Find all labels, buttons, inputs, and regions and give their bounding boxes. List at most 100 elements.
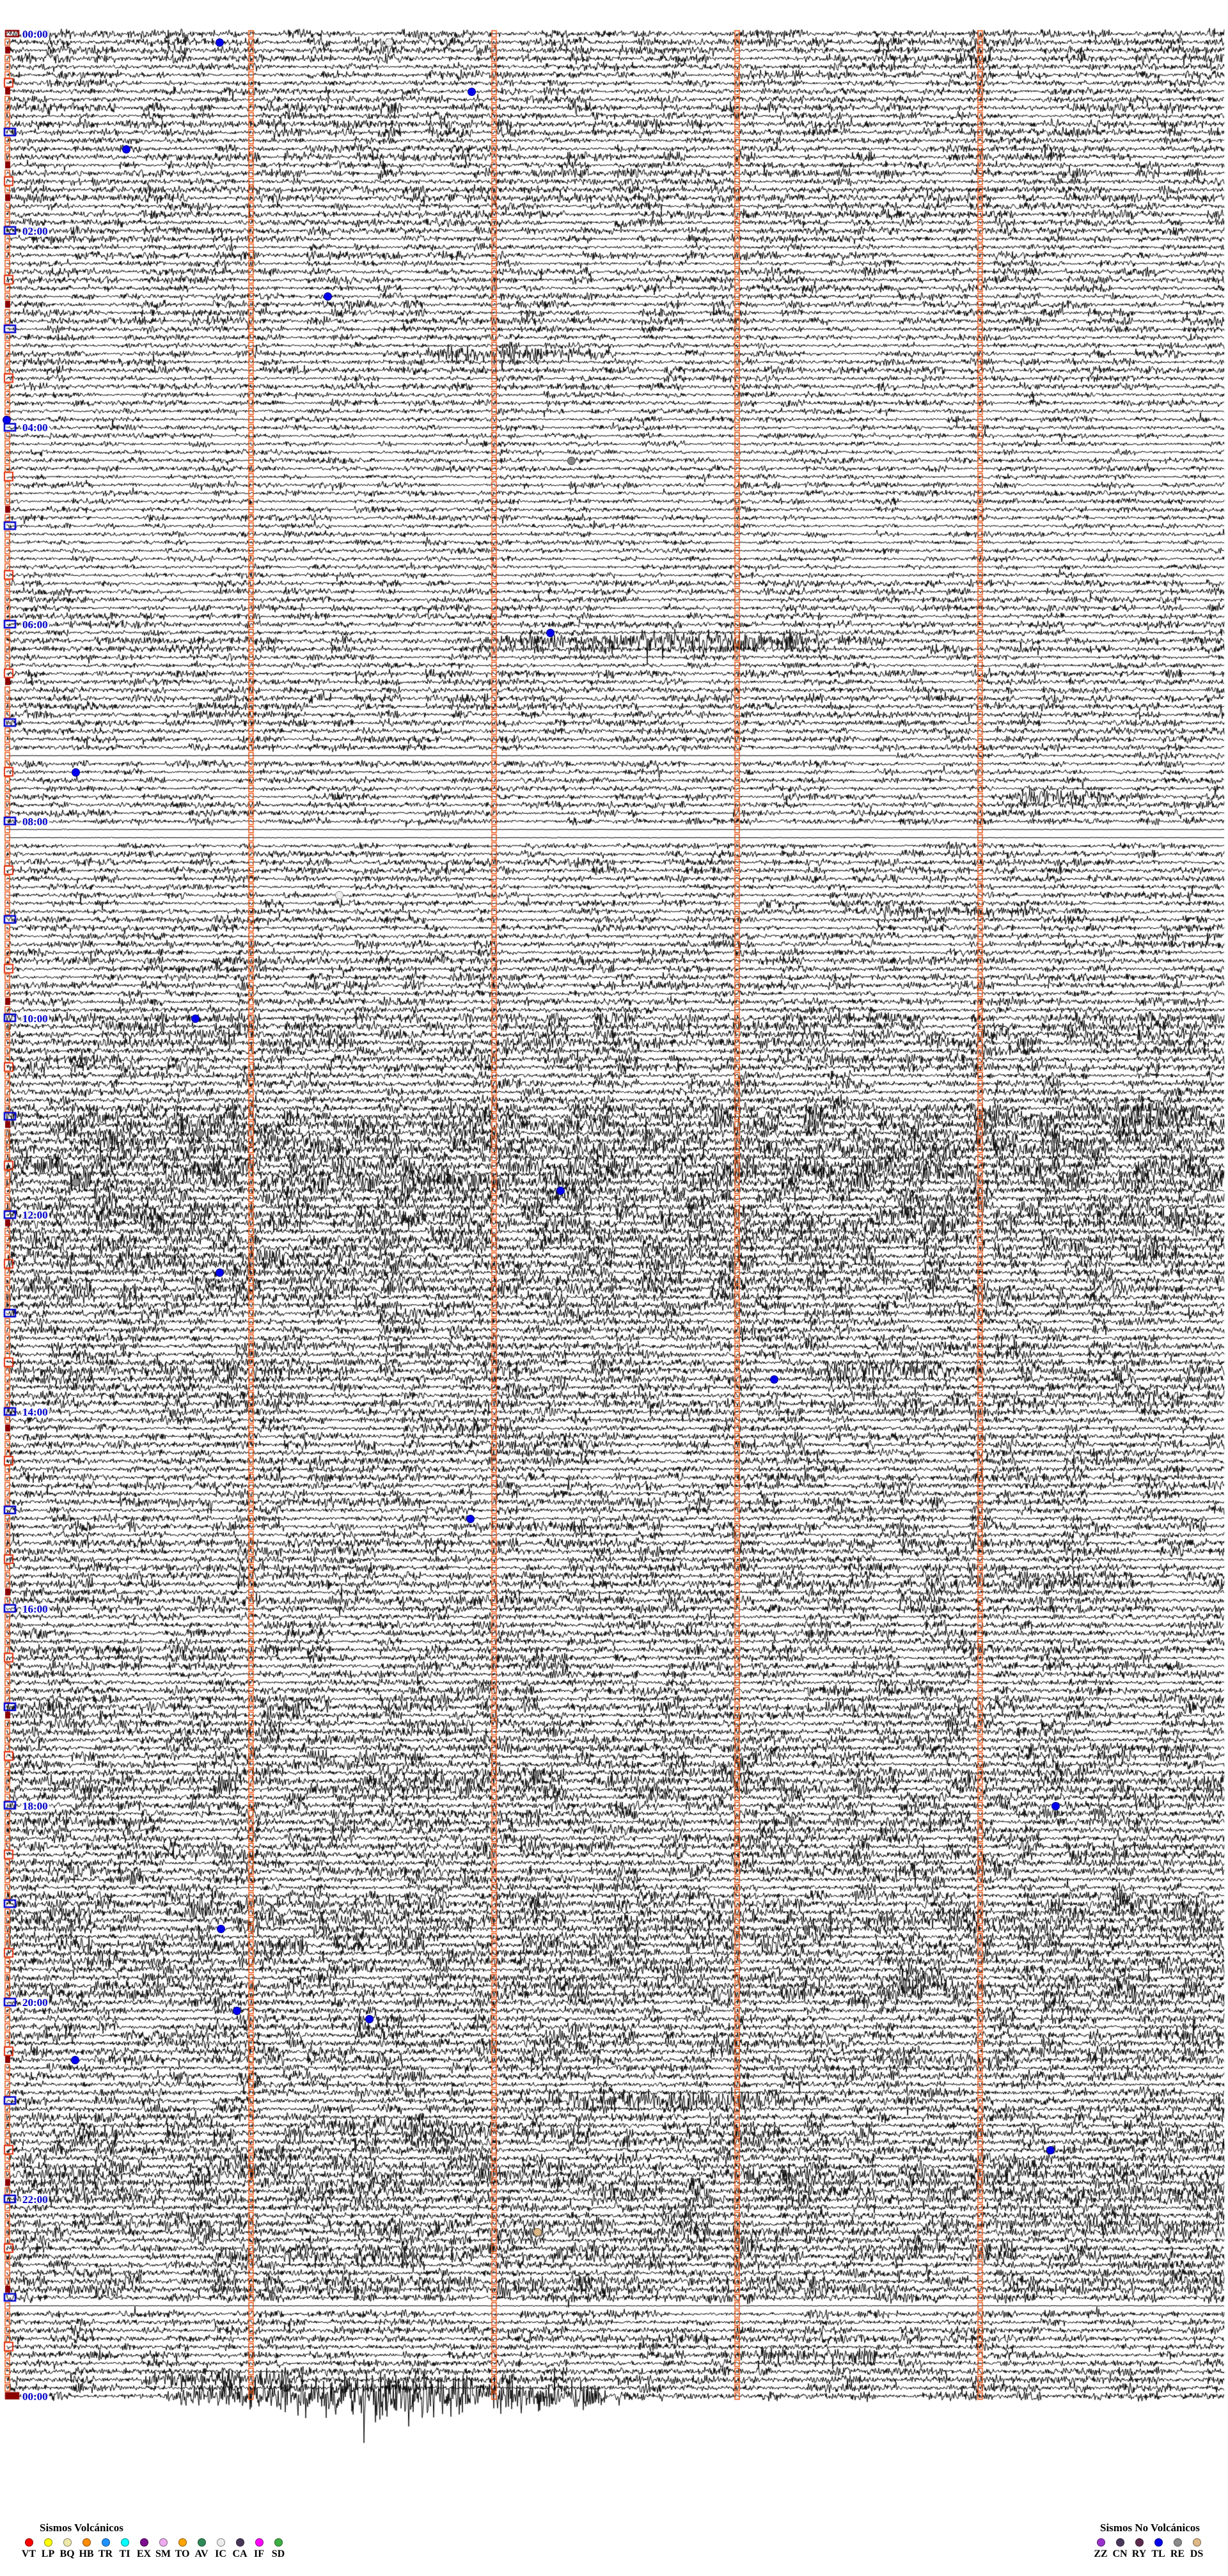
legend-dot-re: [1173, 2538, 1182, 2547]
event-marker-dot-tl[interactable]: [122, 145, 130, 154]
legend-dot-sd: [274, 2538, 283, 2547]
legend-item-ds: DS: [1187, 2538, 1206, 2560]
event-marker-dot-tl[interactable]: [556, 1186, 565, 1195]
hour-label: 18:00: [21, 1799, 49, 1812]
legend-dot-tl: [1154, 2538, 1163, 2547]
legend-code-ca: CA: [232, 2548, 248, 2559]
legend-item-cn: CN: [1110, 2538, 1130, 2560]
legend-dot-vt: [24, 2538, 33, 2547]
legend-code-av: AV: [194, 2548, 209, 2559]
legend-item-ti: TI: [115, 2538, 134, 2560]
legend-code-lp: LP: [41, 2548, 55, 2559]
legend-nonvolcanic: Sismos No Volcánicos ZZ CN RY TL RE DS: [1091, 2522, 1206, 2560]
legend-code-if: IF: [254, 2548, 264, 2559]
event-marker-dot-tl[interactable]: [3, 415, 11, 424]
legend-code-zz: ZZ: [1094, 2548, 1108, 2559]
hour-label: 20:00: [21, 1996, 49, 2009]
legend-item-to: TO: [173, 2538, 192, 2560]
legend-item-av: AV: [192, 2538, 211, 2560]
legend-item-lp: LP: [38, 2538, 58, 2560]
event-marker-dot-tl[interactable]: [1046, 2146, 1055, 2155]
event-marker-dot-tl[interactable]: [72, 768, 80, 777]
legend-dot-if: [255, 2538, 264, 2547]
event-marker-dot-re[interactable]: [567, 456, 576, 465]
event-marker-dot-tl[interactable]: [216, 1268, 224, 1277]
legend-item-ry: RY: [1130, 2538, 1149, 2560]
event-marker-dot-tl[interactable]: [365, 2014, 374, 2023]
event-marker-dot-tl[interactable]: [468, 87, 476, 96]
hour-label: 00:00: [21, 2390, 49, 2403]
event-marker-dot-re[interactable]: [196, 1129, 204, 1138]
event-marker-dot-tl[interactable]: [217, 1924, 225, 1933]
legend-dot-bq: [63, 2538, 72, 2547]
legend-item-hb: HB: [77, 2538, 96, 2560]
legend-code-ic: IC: [215, 2548, 226, 2559]
legend-code-re: RE: [1170, 2548, 1185, 2559]
legend-code-tl: TL: [1151, 2548, 1165, 2559]
legend-dot-sm: [159, 2538, 168, 2547]
legend-code-ry: RY: [1131, 2548, 1147, 2559]
legend-item-bq: BQ: [58, 2538, 77, 2560]
legend-nonvolcanic-title: Sismos No Volcánicos: [1100, 2522, 1200, 2534]
hour-label: 00:00: [21, 28, 49, 40]
event-marker-dot-tl[interactable]: [1051, 1801, 1060, 1810]
legend-code-ds: DS: [1190, 2548, 1204, 2559]
event-marker-dot-tl[interactable]: [770, 1375, 778, 1384]
event-marker-dot-tl[interactable]: [191, 1014, 200, 1023]
legend-item-tr: TR: [96, 2538, 115, 2560]
legend-item-vt: VT: [19, 2538, 38, 2560]
event-marker-dot-ds[interactable]: [533, 2228, 542, 2237]
legend-item-ic: IC: [211, 2538, 230, 2560]
legend-item-zz: ZZ: [1091, 2538, 1110, 2560]
event-marker-dot-tl[interactable]: [71, 2056, 79, 2065]
event-marker-dot-tl[interactable]: [324, 292, 332, 301]
event-marker-dot-ic[interactable]: [335, 891, 343, 900]
event-marker-dot-tl[interactable]: [216, 38, 224, 47]
legend-code-vt: VT: [21, 2548, 36, 2559]
legend-code-ex: EX: [136, 2548, 152, 2559]
legend-dot-cn: [1115, 2538, 1124, 2547]
hour-label: 10:00: [21, 1012, 49, 1025]
legend-item-re: RE: [1168, 2538, 1187, 2560]
hour-label: 12:00: [21, 1209, 49, 1222]
event-marker-dot-tl[interactable]: [546, 629, 555, 637]
event-marker-dot-tl[interactable]: [233, 2007, 241, 2016]
event-marker-dot-ic[interactable]: [385, 38, 393, 47]
hour-label: 22:00: [21, 2193, 49, 2206]
legend-dot-ds: [1192, 2538, 1201, 2547]
legend-volcanic-title: Sismos Volcánicos: [40, 2522, 123, 2534]
hour-label: 04:00: [21, 422, 49, 434]
legend-dot-lp: [43, 2538, 52, 2547]
legend-dot-av: [197, 2538, 206, 2547]
legend-dot-ex: [139, 2538, 148, 2547]
legend-nonvolcanic-items: ZZ CN RY TL RE DS: [1091, 2538, 1206, 2560]
legend-item-ex: EX: [134, 2538, 154, 2560]
legend-dot-to: [178, 2538, 187, 2547]
legend-code-ti: TI: [119, 2548, 130, 2559]
legend-item-tl: TL: [1149, 2538, 1168, 2560]
legend-item-ca: CA: [230, 2538, 249, 2560]
legend-item-sm: SM: [154, 2538, 173, 2560]
legend-code-bq: BQ: [59, 2548, 75, 2559]
hour-label: 02:00: [21, 225, 49, 237]
legend-item-if: IF: [249, 2538, 269, 2560]
event-marker-dot-re[interactable]: [72, 1178, 80, 1187]
legend-volcanic-items: VT LP BQ HB TR TI EX SM TO AV IC CA IF SD: [19, 2538, 288, 2560]
event-marker-dot-tl[interactable]: [466, 1514, 475, 1523]
legend-code-sd: SD: [271, 2548, 285, 2559]
legend-dot-ic: [216, 2538, 225, 2547]
legend-code-tr: TR: [98, 2548, 113, 2559]
legend-volcanic: Sismos Volcánicos VT LP BQ HB TR TI EX SM TO AV IC…: [19, 2522, 288, 2560]
legend-dot-tr: [101, 2538, 110, 2547]
legend-code-to: TO: [175, 2548, 190, 2559]
legend-code-hb: HB: [79, 2548, 94, 2559]
legend-code-sm: SM: [155, 2548, 171, 2559]
legend-code-cn: CN: [1112, 2548, 1128, 2559]
legend-dot-zz: [1096, 2538, 1105, 2547]
hour-label: 14:00: [21, 1406, 49, 1419]
legend-dot-ry: [1135, 2538, 1144, 2547]
hour-label: 06:00: [21, 619, 49, 631]
legend-dot-hb: [82, 2538, 91, 2547]
